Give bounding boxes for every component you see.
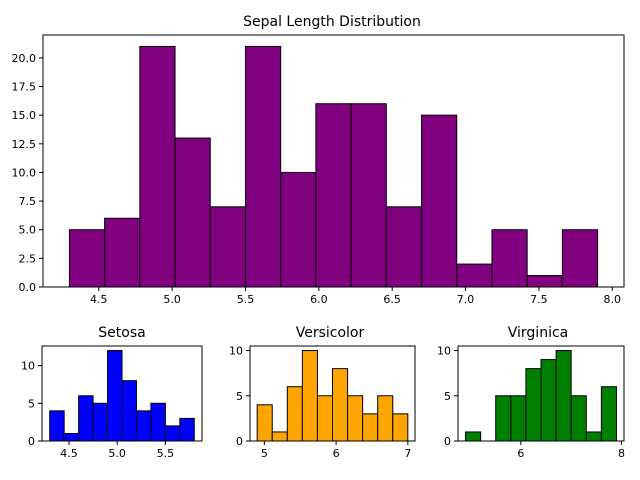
main-bar [280,171,317,288]
virginica-axes-frame [457,345,625,442]
setosa-bar [92,402,109,442]
main-x-tick-label: 7.0 [457,293,475,306]
main-bar [209,206,246,288]
setosa-axes-frame [41,345,203,442]
setosa-histogram: Setosa 4.5 5.0 5.5 0 5 10 [21,325,203,460]
main-bar [139,45,176,288]
main-x-tick-label: 5.0 [163,293,181,306]
virginica-bar [510,395,527,442]
setosa-bar [135,410,152,442]
setosa-bar [78,395,94,442]
virginica-x-tick-label: 6 [517,447,524,460]
versicolor-bar [392,413,409,442]
setosa-bar [179,417,195,442]
versicolor-x-tick-label: 7 [404,447,411,460]
versicolor-bar [271,431,288,442]
virginica-y-tick-label: 5 [444,390,451,403]
virginica-bar [570,395,587,442]
versicolor-bar [347,395,364,442]
main-bar [244,45,282,288]
virginica-bar [585,431,602,442]
versicolor-histogram: Versicolor 5 6 7 0 5 10 [229,325,416,460]
versicolor-y-tick-label: 5 [236,390,243,403]
main-x-tick-label: 5.5 [237,293,255,306]
main-bar [456,263,493,288]
versicolor-x-tick-label: 6 [333,447,340,460]
main-x-tick-label: 7.5 [530,293,548,306]
main-bar [315,103,352,288]
versicolor-bar [256,404,273,442]
main-x-tick-label: 6.0 [310,293,328,306]
virginica-bar [555,350,572,442]
main-bar [491,229,528,288]
setosa-y-tick-label: 10 [21,360,35,373]
virginica-bar [540,359,557,442]
virginica-bar [495,395,512,442]
setosa-x-tick-label: 5.5 [157,447,175,460]
virginica-bar [525,368,542,442]
virginica-bar [465,431,482,442]
main-y-tick-label: 15.0 [12,109,37,122]
main-bar [104,217,141,288]
main-x-tick-label: 6.5 [383,293,401,306]
virginica-y-tick-label: 10 [437,345,451,358]
main-x-tick-label: 4.5 [90,293,108,306]
main-y-tick-label: 20.0 [12,52,37,65]
setosa-x-tick-label: 5.0 [108,447,126,460]
setosa-y-tick-label: 0 [28,435,35,448]
main-x-tick-label: 8.0 [604,293,622,306]
main-histogram: Sepal Length Distribution 4.5 5.0 5.5 6.0 6.… [12,14,625,306]
versicolor-bar [301,350,318,442]
versicolor-bar [377,395,394,442]
setosa-bar [49,410,65,442]
setosa-bar [63,432,80,442]
main-y-tick-label: 2.5 [19,252,37,265]
setosa-bar [107,350,123,442]
virginica-y-tick-label: 0 [444,435,451,448]
setosa-bar [150,402,166,442]
main-bar [526,275,563,288]
versicolor-title: Versicolor [296,325,365,341]
virginica-x-tick-label: 8 [618,447,625,460]
setosa-bar [164,425,181,442]
main-bar [385,206,423,288]
versicolor-bar [332,368,349,442]
versicolor-bar [362,413,379,442]
main-bar [421,114,458,288]
versicolor-y-tick-label: 0 [236,435,243,448]
main-y-tick-label: 5.0 [19,224,37,237]
main-y-tick-label: 12.5 [12,138,37,151]
main-bar [174,137,211,288]
virginica-title: Virginica [508,325,568,341]
main-bar [350,103,387,288]
main-y-tick-label: 7.5 [19,195,37,208]
virginica-histogram: Virginica 6 8 0 5 10 [437,325,625,460]
setosa-title: Setosa [98,325,145,341]
versicolor-y-tick-label: 10 [229,345,243,358]
versicolor-bar [286,386,303,442]
setosa-x-tick-label: 4.5 [60,447,78,460]
main-title: Sepal Length Distribution [243,14,421,30]
setosa-y-tick-label: 5 [28,397,35,410]
main-y-tick-label: 17.5 [12,81,37,94]
versicolor-bar [316,395,334,442]
main-y-tick-label: 0.0 [19,281,37,294]
main-axes-frame [42,34,625,288]
main-y-tick-label: 10.0 [12,166,37,179]
main-bar [561,229,599,288]
versicolor-x-tick-label: 5 [261,447,268,460]
virginica-bar [600,386,617,442]
setosa-bar [121,380,137,442]
main-bar [68,229,106,288]
versicolor-axes-frame [249,345,416,442]
